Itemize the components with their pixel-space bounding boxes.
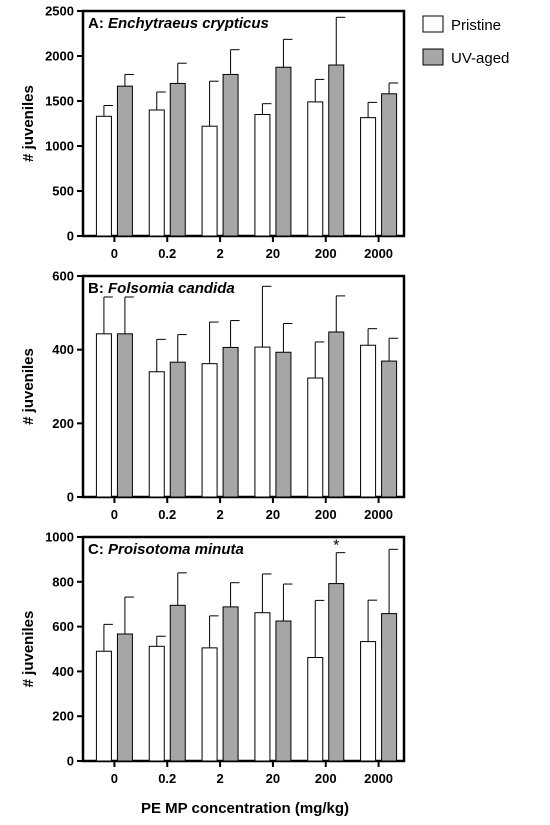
bar-uv-aged-2000 — [381, 93, 398, 237]
x-tick-label: 0 — [111, 246, 118, 261]
x-tick-label: 0.2 — [158, 771, 176, 786]
y-tick-label: 1500 — [45, 94, 74, 109]
bar-uv-aged-0 — [116, 333, 133, 498]
bar-uv-aged-20 — [275, 351, 292, 498]
x-tick-label: 200 — [315, 507, 337, 522]
bar-pristine-2000 — [360, 117, 377, 237]
x-tick-label: 2 — [216, 507, 223, 522]
bar-uv-aged-2 — [222, 73, 239, 237]
legend-label-pristine: Pristine — [451, 17, 501, 34]
bar-uv-aged-20 — [275, 620, 292, 762]
bar-uv-aged-200 — [328, 64, 345, 237]
panel-title: C: Proisotoma minuta — [88, 541, 244, 558]
y-tick-label: 0 — [67, 754, 74, 769]
significance-marker: * — [333, 538, 339, 555]
y-tick-label: 500 — [52, 184, 74, 199]
y-axis-label: # juveniles — [20, 85, 37, 162]
y-tick-label: 600 — [52, 619, 74, 634]
legend-swatch-uv-aged — [422, 48, 444, 66]
bar-pristine-20 — [254, 346, 271, 498]
bar-pristine-200 — [307, 657, 324, 762]
y-tick-label: 1000 — [45, 139, 74, 154]
bar-pristine-200 — [307, 101, 324, 237]
y-tick-label: 1000 — [45, 530, 74, 545]
x-tick-label: 0 — [111, 771, 118, 786]
bar-pristine-0-2 — [148, 371, 165, 498]
y-tick-label: 400 — [52, 664, 74, 679]
panel-title: B: Folsomia candida — [88, 280, 235, 297]
x-tick-label: 20 — [266, 771, 280, 786]
x-tick-label: 200 — [315, 246, 337, 261]
x-tick-label: 2000 — [364, 246, 393, 261]
bar-uv-aged-0-2 — [169, 82, 186, 237]
y-tick-label: 600 — [52, 269, 74, 284]
bar-pristine-2 — [201, 125, 218, 237]
bar-uv-aged-2 — [222, 346, 239, 498]
bar-uv-aged-0-2 — [169, 361, 186, 498]
bar-pristine-0-2 — [148, 109, 165, 237]
bar-pristine-2000 — [360, 641, 377, 762]
bar-pristine-2 — [201, 363, 218, 498]
plot-frame — [81, 274, 406, 499]
bar-pristine-20 — [254, 612, 271, 762]
x-tick-label: 0 — [111, 507, 118, 522]
y-tick-label: 200 — [52, 416, 74, 431]
bar-uv-aged-0 — [116, 85, 133, 237]
bar-pristine-0-2 — [148, 645, 165, 762]
bar-pristine-2000 — [360, 344, 377, 498]
panel-letter: A: — [88, 15, 108, 32]
y-tick-label: 0 — [67, 490, 74, 505]
y-tick-label: 0 — [67, 229, 74, 244]
x-axis-label: PE MP concentration (mg/kg) — [141, 800, 349, 817]
panel-letter: B: — [88, 280, 108, 297]
bar-uv-aged-2000 — [381, 613, 398, 762]
y-axis-label: # juveniles — [20, 611, 37, 688]
bar-pristine-200 — [307, 377, 324, 498]
bar-uv-aged-2000 — [381, 360, 398, 498]
bar-uv-aged-200 — [328, 583, 345, 762]
panel-3: 0 200 400 600 800 1000 # juveniles 0 0.2 2 20 200 20… — [20, 530, 406, 786]
x-tick-label: 20 — [266, 246, 280, 261]
x-tick-label: 0.2 — [158, 507, 176, 522]
x-tick-label: 2000 — [364, 507, 393, 522]
panel-1: 0 500 1000 1500 2000 2500 # juveniles 0 0.2 2 20 20… — [20, 4, 406, 261]
x-tick-label: 2 — [216, 246, 223, 261]
legend-label-uv-aged: UV-aged — [451, 50, 509, 67]
species-name: Proisotoma minuta — [108, 541, 244, 558]
x-tick-label: 200 — [315, 771, 337, 786]
species-name: Folsomia candida — [108, 280, 235, 297]
y-tick-label: 200 — [52, 709, 74, 724]
plot-frame — [81, 535, 406, 763]
y-tick-label: 400 — [52, 342, 74, 357]
species-name: Enchytraeus crypticus — [108, 15, 269, 32]
y-tick-label: 2000 — [45, 49, 74, 64]
y-axis-label: # juveniles — [20, 348, 37, 425]
x-tick-label: 2000 — [364, 771, 393, 786]
panel-2: 0 200 400 600 # juveniles 0 0.2 2 20 200 2000 B: Fo… — [20, 269, 406, 522]
y-tick-label: 2500 — [45, 4, 74, 19]
legend: Pristine UV-aged — [422, 15, 509, 67]
legend-swatch-pristine — [422, 15, 444, 33]
bar-uv-aged-200 — [328, 331, 345, 498]
x-tick-label: 20 — [266, 507, 280, 522]
bar-uv-aged-20 — [275, 66, 292, 237]
bar-pristine-2 — [201, 647, 218, 762]
plot-frame — [81, 9, 406, 238]
x-tick-label: 0.2 — [158, 246, 176, 261]
panel-letter: C: — [88, 541, 108, 558]
bar-pristine-0 — [95, 333, 112, 498]
bar-uv-aged-2 — [222, 606, 239, 762]
panel-title: A: Enchytraeus crypticus — [88, 15, 269, 32]
bar-pristine-0 — [95, 650, 112, 762]
bar-pristine-0 — [95, 115, 112, 237]
x-tick-label: 2 — [216, 771, 223, 786]
bar-pristine-20 — [254, 114, 271, 237]
y-tick-label: 800 — [52, 574, 74, 589]
bar-uv-aged-0-2 — [169, 604, 186, 762]
bar-uv-aged-0 — [116, 633, 133, 762]
